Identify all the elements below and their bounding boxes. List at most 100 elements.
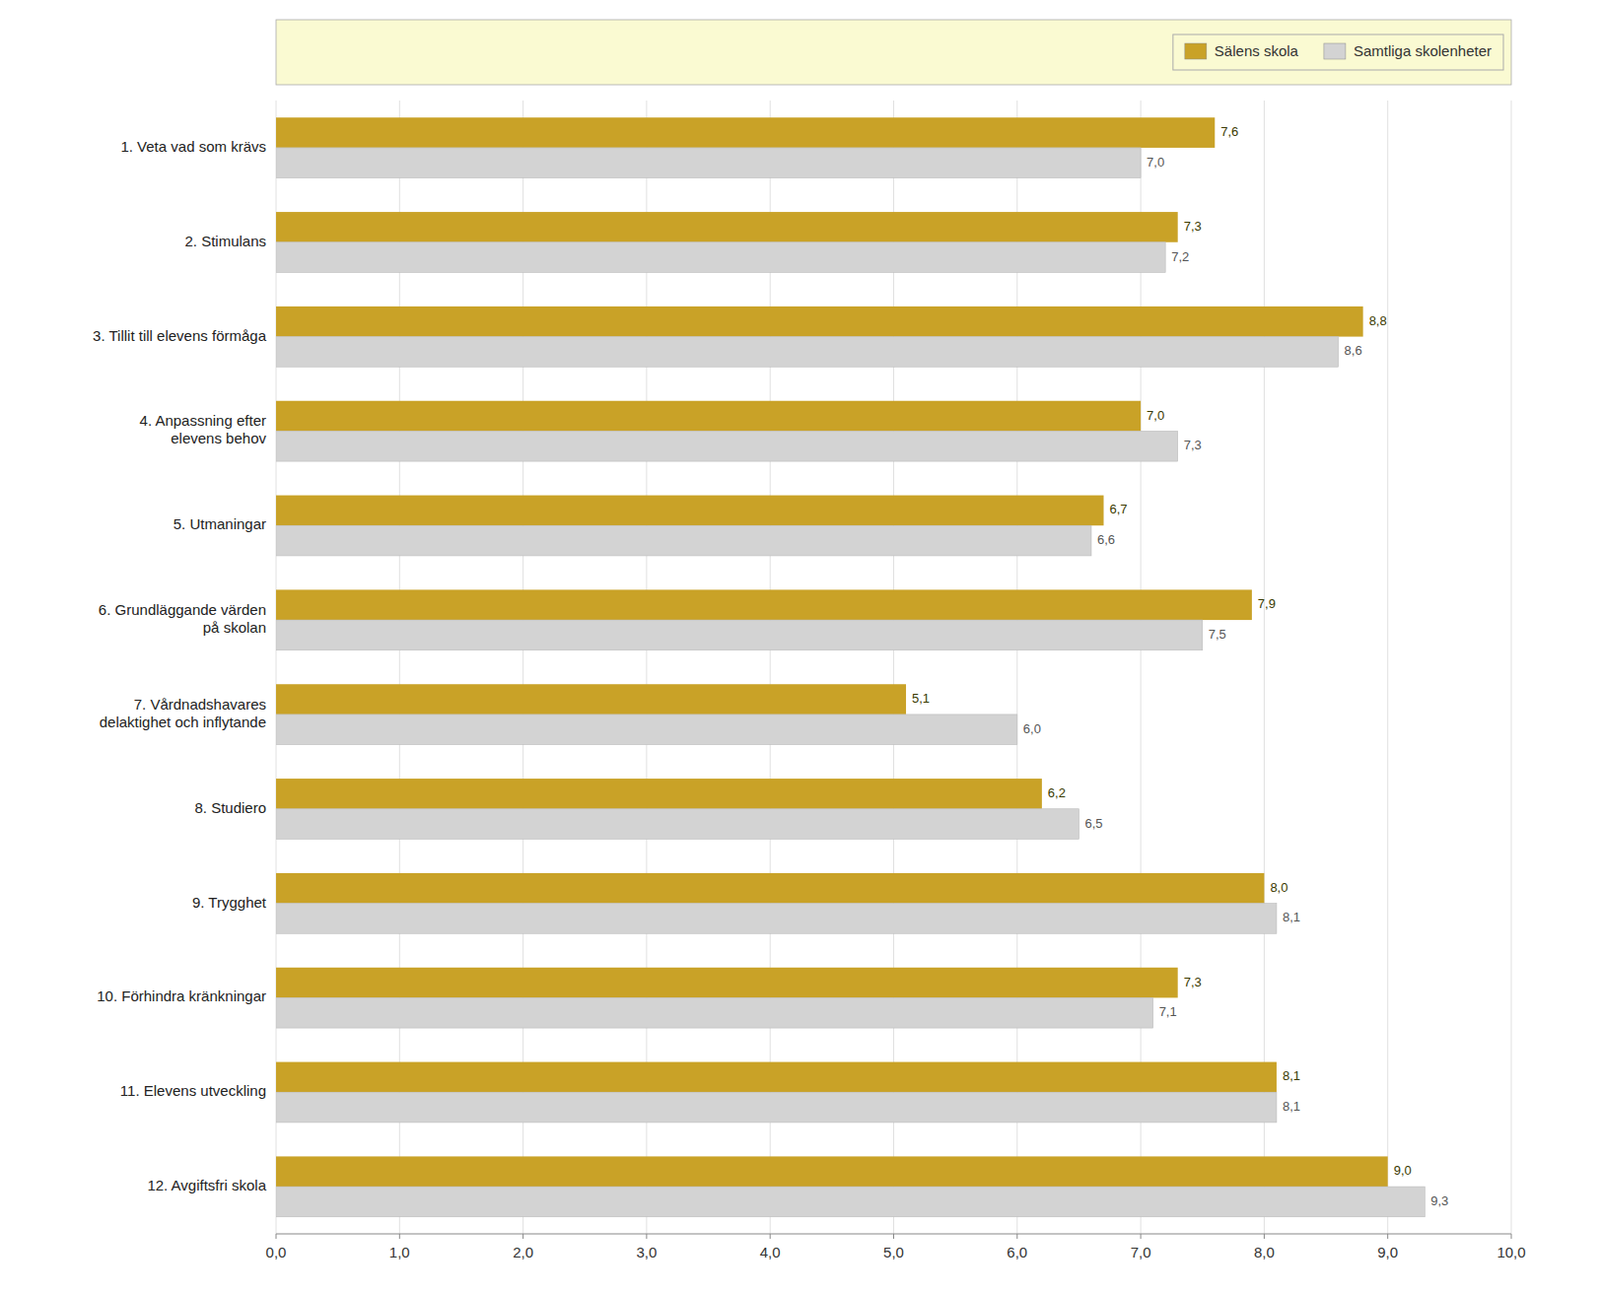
bar [276, 778, 1043, 810]
tick-mark [1511, 1234, 1513, 1240]
bar [276, 997, 1154, 1029]
data-label: 9,0 [1393, 1163, 1412, 1179]
tick-mark [276, 1234, 278, 1240]
data-label: 7,6 [1220, 124, 1239, 140]
category-label: 6. Grundläggande värdenpå skolan [98, 601, 267, 636]
category-label-line: på skolan [203, 619, 267, 636]
legend-frame [1173, 34, 1504, 70]
bar [276, 306, 1364, 338]
bar [276, 714, 1018, 746]
category-label: 1. Veta vad som krävs [120, 138, 267, 155]
tick-label: 7,0 [1130, 1244, 1152, 1261]
category-label: 4. Anpassning efterelevens behov [139, 412, 268, 447]
data-label: 8,1 [1282, 909, 1301, 925]
category-label-line: 1. Veta vad som krävs [120, 138, 267, 155]
data-label: 8,1 [1282, 1068, 1301, 1084]
category-label: 7. Vårdnadshavaresdelaktighet och inflyt… [99, 695, 267, 731]
tick-mark [1387, 1234, 1389, 1240]
data-label: 6,5 [1084, 816, 1103, 832]
data-label: 8,0 [1269, 880, 1288, 896]
data-label: 8,6 [1344, 343, 1363, 358]
tick-label: 2,0 [512, 1244, 534, 1261]
legend-label: Samtliga skolenheter [1353, 42, 1492, 60]
legend: Sälens skola Samtliga skolenheter [1173, 34, 1504, 70]
tick-label: 5,0 [883, 1244, 905, 1261]
tick-mark [1140, 1234, 1142, 1240]
bar [276, 873, 1264, 905]
data-label: 8,8 [1369, 313, 1388, 329]
data-label: 7,1 [1159, 1004, 1178, 1020]
category-label: 10. Förhindra kränkningar [96, 987, 267, 1005]
chart: Sälens skolaSamtliga skolenheter0,01,02,… [0, 0, 1600, 1293]
category-label-line: 4. Anpassning efter [139, 412, 267, 429]
category-label: 2. Stimulans [184, 232, 267, 250]
category-label: 5. Utmaningar [173, 515, 267, 533]
category-label-line: 2. Stimulans [184, 232, 267, 250]
tick-label: 10,0 [1496, 1244, 1526, 1261]
bar [276, 1062, 1277, 1094]
data-label: 7,3 [1183, 437, 1202, 453]
tick-label: 3,0 [635, 1244, 657, 1261]
tick-mark [893, 1234, 895, 1240]
tick-label: 9,0 [1377, 1244, 1398, 1261]
bar [276, 401, 1141, 432]
bar [276, 495, 1105, 527]
tick-mark [1016, 1234, 1018, 1240]
legend-item: Sälens skola [1184, 42, 1300, 60]
category-label: 11. Elevens utveckling [120, 1082, 267, 1100]
legend-swatch [1323, 43, 1346, 60]
bar [276, 337, 1339, 368]
tick-label: 4,0 [760, 1244, 781, 1261]
x-axis: 0,01,02,03,04,05,06,07,08,09,010,0 [266, 1234, 1527, 1261]
tick-label: 8,0 [1253, 1244, 1275, 1261]
bar [276, 1092, 1277, 1123]
data-label: 7,2 [1171, 249, 1189, 265]
data-label: 6,6 [1097, 532, 1115, 548]
bar [276, 242, 1166, 274]
category-label-line: 12. Avgiftsfri skola [146, 1177, 267, 1194]
bar [276, 117, 1215, 148]
category-label-line: 9. Trygghet [192, 894, 268, 911]
category-label-line: 8. Studiero [194, 799, 267, 817]
grid-line [1387, 100, 1389, 1235]
tick-mark [769, 1234, 771, 1240]
bars [276, 117, 1425, 1218]
data-label: 7,3 [1183, 974, 1202, 990]
data-label: 6,2 [1047, 785, 1066, 801]
bar [276, 684, 906, 715]
tick-mark [645, 1234, 647, 1240]
tick-mark [1263, 1234, 1265, 1240]
category-label: 9. Trygghet [192, 894, 268, 911]
data-label: 7,0 [1146, 154, 1165, 170]
data-label: 7,3 [1183, 218, 1202, 234]
legend-item: Samtliga skolenheter [1323, 42, 1492, 60]
bar [276, 809, 1079, 840]
data-labels: 7,67,38,87,06,77,95,16,28,07,38,19,07,07… [911, 124, 1449, 1209]
category-label-line: 11. Elevens utveckling [120, 1082, 267, 1100]
bar [276, 1186, 1425, 1218]
data-label: 6,0 [1023, 721, 1042, 737]
category-label-line: 10. Förhindra kränkningar [96, 987, 267, 1005]
category-label-line: 7. Vårdnadshavares [134, 695, 267, 713]
bar [276, 904, 1277, 935]
data-label: 8,1 [1282, 1099, 1301, 1114]
header-background [276, 19, 1512, 85]
category-label-line: delaktighet och inflytande [99, 713, 267, 731]
tick-label: 1,0 [389, 1244, 411, 1261]
category-label-line: 3. Tillit till elevens förmåga [92, 327, 268, 345]
category-label-line: 5. Utmaningar [173, 515, 267, 533]
tick-label: 6,0 [1006, 1244, 1028, 1261]
bar [276, 147, 1141, 179]
y-axis: 1. Veta vad som krävs 2. Stimulans 3. Till… [92, 138, 268, 1194]
axis-line [276, 1234, 1512, 1236]
grid-line [1511, 100, 1513, 1235]
bar [276, 589, 1253, 621]
legend-header: Sälens skola Samtliga skolenheter [276, 19, 1512, 85]
category-label-line: 6. Grundläggande värden [98, 601, 267, 619]
data-label: 7,0 [1146, 408, 1165, 423]
data-label: 7,5 [1208, 626, 1227, 642]
category-label: 8. Studiero [194, 799, 267, 817]
data-label: 9,3 [1430, 1193, 1449, 1209]
data-label: 7,9 [1257, 596, 1276, 612]
legend-label: Sälens skola [1214, 42, 1300, 60]
